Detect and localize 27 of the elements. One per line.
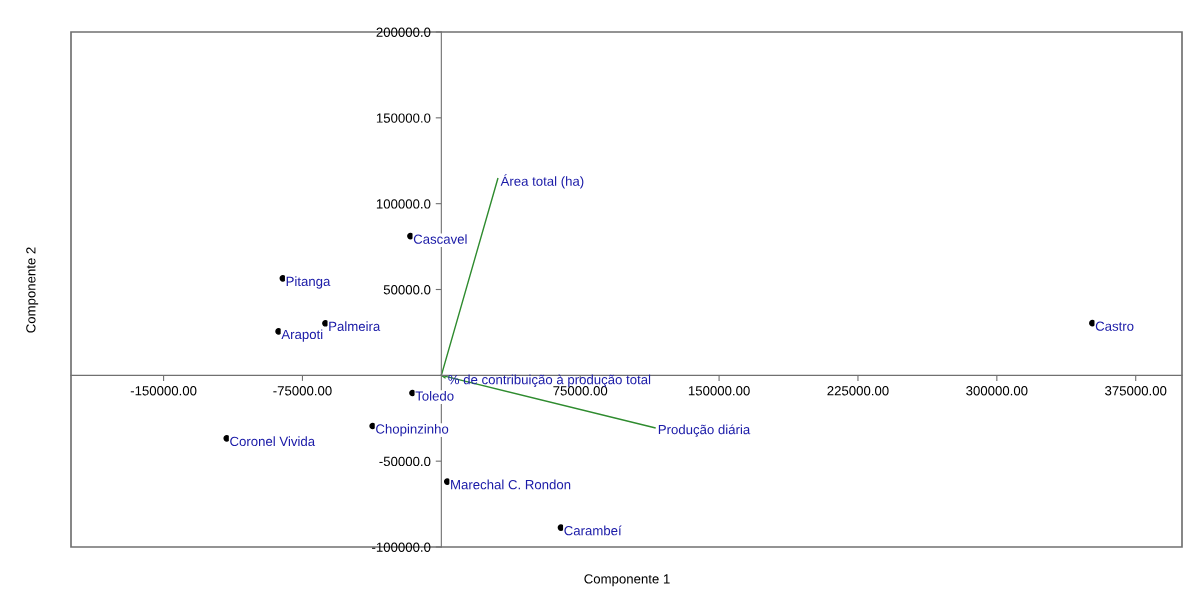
series-label: Produção diária xyxy=(658,424,751,437)
y-tick-label: 150000.0 xyxy=(376,113,431,123)
annotation: Toledo xyxy=(415,391,454,401)
annotation: Chopinzinho xyxy=(376,423,449,437)
x-tick-label: -75000.00 xyxy=(273,386,332,396)
y-tick-label: 200000.0 xyxy=(376,27,431,37)
y-axis-title: Componente 2 xyxy=(26,247,39,333)
annotation: Pitanga xyxy=(286,276,331,289)
x-tick-label: 225000.00 xyxy=(827,386,889,396)
annotation: Cascavel xyxy=(413,234,467,244)
y-tick-label: -100000.0 xyxy=(372,542,431,552)
annotation: Arapoti xyxy=(281,329,323,342)
y-tick-label: 100000.0 xyxy=(376,199,431,209)
series-label: Área total (ha) xyxy=(500,174,584,189)
y-tick-label: 50000.0 xyxy=(383,285,431,295)
annotation: Palmeira xyxy=(329,321,381,332)
x-axis-title: Componente 1 xyxy=(584,574,670,587)
annotation: Carambeí xyxy=(564,525,622,536)
annotation: Coronel Vivida xyxy=(230,436,316,447)
annotation: Castro xyxy=(1095,321,1134,331)
x-tick-label: 75000.00 xyxy=(553,386,608,396)
x-tick-label: 375000.00 xyxy=(1105,386,1167,396)
y-tick-label: -50000.0 xyxy=(379,456,431,467)
annotation: Marechal C. Rondon xyxy=(451,479,571,490)
x-tick-label: 300000.00 xyxy=(966,386,1028,396)
x-tick-label: 150000.00 xyxy=(688,386,750,396)
x-tick-label: -150000.00 xyxy=(130,386,197,396)
